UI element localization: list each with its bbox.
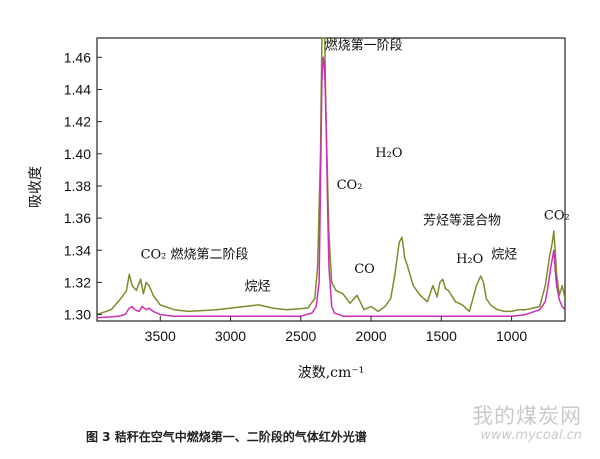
annotation-label: CO₂: [544, 209, 570, 224]
x-tick-label: 2500: [285, 328, 316, 344]
x-axis-label: 波数,cm⁻¹: [298, 365, 365, 381]
y-tick-label: 1.36: [64, 210, 91, 226]
annotation-label: CO₂: [337, 178, 363, 193]
x-tick-label: 3500: [145, 328, 176, 344]
y-axis-label: 吸收度: [28, 166, 44, 208]
annotation-label: H₂O: [456, 252, 483, 267]
watermark-text: 我的煤炭网: [472, 404, 582, 428]
annotation-label: H₂O: [375, 146, 402, 161]
annotation-label: CO₂ 燃烧第二阶段: [141, 246, 249, 262]
y-tick-label: 1.40: [64, 146, 91, 162]
y-tick-label: 1.44: [64, 81, 91, 97]
series-line-2: [97, 56, 565, 319]
watermark: 我的煤炭网 www.mycoal.cn: [472, 400, 582, 443]
annotation-label: 烷烃: [491, 247, 517, 262]
y-tick-label: 1.46: [64, 49, 91, 65]
series-line-1: [97, 37, 565, 316]
annotation-label: 芳烃等混合物: [423, 213, 501, 229]
y-tick-label: 1.30: [64, 307, 91, 323]
watermark-url: www.mycoal.cn: [480, 428, 582, 443]
figure-caption: 图 3 秸秆在空气中燃烧第一、二阶段的气体红外光谱: [86, 430, 367, 444]
x-tick-label: 3000: [215, 328, 246, 344]
x-tick-label: 2000: [355, 328, 386, 344]
annotation-label: 烷烃: [245, 279, 271, 294]
y-tick-label: 1.38: [64, 178, 91, 194]
y-tick-label: 1.34: [64, 242, 91, 258]
y-tick-label: 1.32: [64, 274, 91, 290]
plot-frame: [96, 37, 566, 322]
x-tick-label: 1000: [496, 328, 527, 344]
y-tick-label: 1.42: [64, 114, 91, 130]
annotation-label: 燃烧第一阶段: [325, 37, 403, 53]
x-tick-label: 1500: [426, 328, 457, 344]
annotation-label: CO: [354, 262, 375, 277]
